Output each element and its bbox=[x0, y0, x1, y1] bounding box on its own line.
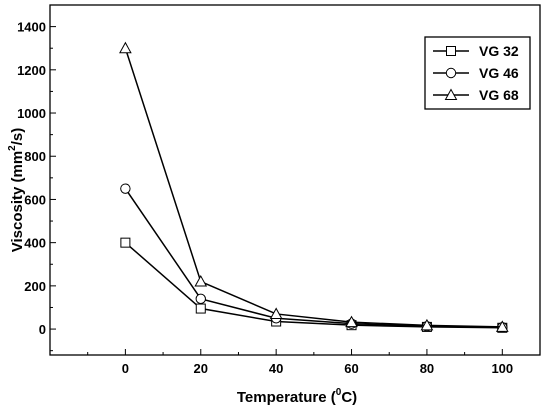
y-tick-label: 1400 bbox=[17, 20, 46, 35]
data-point bbox=[269, 307, 283, 319]
series-layer bbox=[119, 41, 509, 333]
data-point bbox=[195, 303, 206, 314]
legend-entry: VG 32 bbox=[433, 43, 519, 59]
y-tick-label: 1000 bbox=[17, 106, 46, 121]
legend-label: VG 32 bbox=[479, 43, 519, 59]
data-point bbox=[120, 237, 131, 248]
legend: VG 32 VG 46 VG 68 bbox=[424, 36, 531, 110]
y-tick-label: 400 bbox=[24, 236, 46, 251]
data-point bbox=[120, 183, 131, 194]
data-point bbox=[119, 41, 132, 54]
data-point bbox=[345, 315, 358, 328]
legend-marker bbox=[444, 88, 458, 100]
legend-entry: VG 68 bbox=[433, 87, 519, 103]
y-tick-label: 600 bbox=[24, 192, 46, 207]
series-line bbox=[124, 188, 503, 329]
series-line bbox=[124, 47, 503, 328]
legend-label: VG 68 bbox=[479, 87, 519, 103]
y-tick-label: 200 bbox=[24, 279, 46, 294]
y-tick-label: 0 bbox=[39, 322, 46, 337]
legend-entry: VG 46 bbox=[433, 65, 519, 81]
x-tick-label: 100 bbox=[491, 361, 513, 376]
x-tick-label: 60 bbox=[344, 361, 358, 376]
y-tick-label: 800 bbox=[24, 149, 46, 164]
x-axis-title: Temperature (0C) bbox=[237, 387, 357, 406]
legend-label: VG 46 bbox=[479, 65, 519, 81]
data-point bbox=[195, 293, 206, 305]
x-tick-label: 80 bbox=[420, 361, 434, 376]
series-vg-68 bbox=[119, 41, 509, 332]
y-axis-title: Viscosity (mm2/s) bbox=[7, 128, 26, 253]
data-point bbox=[495, 320, 509, 332]
data-point bbox=[194, 275, 208, 287]
data-point bbox=[420, 318, 434, 331]
legend-marker bbox=[445, 67, 457, 79]
x-tick-label: 40 bbox=[269, 361, 283, 376]
plot-frame bbox=[49, 4, 541, 356]
x-tick-label: 0 bbox=[122, 361, 129, 376]
series-vg-46 bbox=[120, 183, 508, 333]
legend-marker bbox=[446, 46, 456, 56]
x-tick-label: 20 bbox=[194, 361, 208, 376]
series-line bbox=[124, 242, 503, 329]
y-tick-label: 1200 bbox=[17, 63, 46, 78]
